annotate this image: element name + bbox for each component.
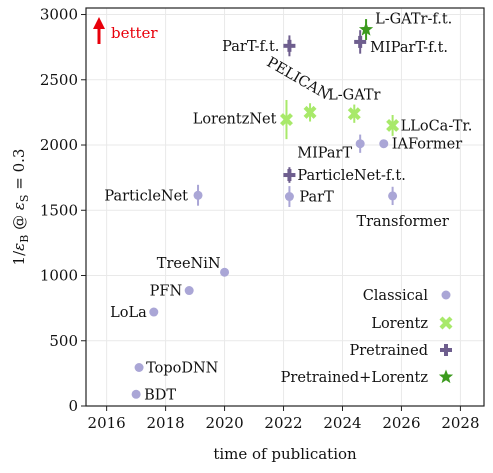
label-pfn: PFN — [150, 284, 183, 300]
label-l-gatr: L-GATr — [328, 88, 380, 104]
y-tick-label: 1000 — [40, 267, 78, 285]
marker-classical — [131, 389, 141, 399]
point-particlenet — [193, 184, 203, 206]
label-transformer: Transformer — [356, 214, 448, 230]
y-tick-label: 500 — [49, 332, 78, 350]
marker-lorentz — [386, 118, 400, 132]
marker-pretrained_lorentz — [358, 22, 374, 36]
axis-ticks: 2016 2018 2020 2022 2024 2026 2028 0 500 1000 1500… — [40, 6, 480, 432]
x-tick-label: 2016 — [88, 414, 126, 432]
marker-classical — [134, 363, 144, 373]
point-lorentznet — [279, 99, 293, 140]
label-topodnn: TopoDNN — [146, 361, 219, 377]
legend-label: Pretrained — [349, 343, 428, 359]
plot-frame — [85, 7, 485, 407]
point-part-f-t — [283, 35, 296, 57]
marker-pretrained — [283, 39, 296, 52]
point-treenin — [220, 267, 230, 277]
marker-classical — [184, 286, 194, 296]
legend-item-pretrained: Pretrained — [349, 343, 452, 359]
marker-classical — [193, 190, 203, 200]
marker-pretrained — [283, 169, 296, 182]
label-part-f-t: ParT-f.t. — [222, 39, 279, 55]
point-transformer — [388, 186, 398, 206]
label-particlenet: ParticleNet — [104, 188, 188, 204]
y-axis-title: 1/εB @ εS = 0.3 — [10, 149, 31, 266]
x-tick-label: 2028 — [441, 414, 479, 432]
y-tick-label: 2000 — [40, 136, 78, 154]
marker-pretrained — [354, 35, 367, 48]
marker-classical — [388, 191, 398, 201]
y-tick-label: 0 — [68, 397, 78, 415]
label-mipart: MIParT — [297, 146, 352, 162]
y-tick-label: 3000 — [40, 6, 78, 24]
label-lloca-tr: LLoCa-Tr. — [401, 118, 473, 134]
data-points — [131, 19, 400, 399]
label-lola: LoLa — [110, 305, 147, 321]
legend-item-classical: Classical — [363, 288, 451, 304]
marker-classical — [220, 267, 230, 277]
point-topodnn — [134, 363, 144, 373]
grid — [86, 8, 484, 407]
better-arrow-head — [93, 17, 105, 29]
legend-marker-classical — [441, 290, 451, 300]
point-part — [284, 186, 294, 207]
legend-item-lorentz: Lorentz — [371, 316, 453, 332]
label-mipart-f-t: MIParT-f.t. — [370, 40, 448, 56]
better-annotation: better — [93, 17, 158, 44]
legend-label: Pretrained+Lorentz — [281, 370, 429, 386]
label-bdt: BDT — [144, 387, 176, 403]
label-iaformer: IAFormer — [392, 137, 462, 153]
point-particlenet-f-t — [283, 167, 296, 183]
marker-classical — [284, 192, 294, 202]
marker-lorentz — [303, 105, 317, 119]
point-l-gatr-f-t — [358, 19, 374, 40]
point-bdt — [131, 389, 141, 399]
legend-label: Lorentz — [371, 316, 428, 332]
label-l-gatr-f-t: L-GATr-f.t. — [375, 12, 452, 28]
legend-marker-pretrained_lorentz — [438, 369, 454, 384]
point-lloca-tr — [386, 115, 400, 136]
legend-marker-lorentz — [439, 316, 453, 330]
point-iaformer — [379, 139, 389, 149]
point-pelican — [303, 103, 317, 122]
marker-lorentz — [347, 107, 361, 121]
x-tick-label: 2024 — [323, 414, 361, 432]
legend-label: Classical — [363, 288, 429, 304]
marker-classical — [355, 139, 365, 149]
label-pelican: PELICAN — [264, 55, 333, 104]
label-treenin: TreeNiN — [157, 256, 221, 272]
label-particlenet-f-t: ParticleNet-f.t. — [297, 168, 405, 184]
y-tick-label: 1500 — [40, 201, 78, 219]
x-tick-label: 2022 — [264, 414, 302, 432]
point-pfn — [184, 286, 194, 296]
label-part: ParT — [299, 190, 334, 206]
label-lorentznet: LorentzNet — [193, 112, 277, 128]
y-tick-label: 2500 — [40, 71, 78, 89]
point-l-gatr — [347, 104, 361, 123]
legend-item-pretrained_lorentz: Pretrained+Lorentz — [281, 369, 454, 386]
x-axis-title: time of publication — [213, 445, 357, 463]
marker-classical — [149, 307, 159, 317]
marker-lorentz — [279, 113, 293, 127]
marker-classical — [379, 139, 389, 149]
point-lola — [149, 307, 159, 317]
better-label: better — [111, 24, 158, 42]
legend-marker-pretrained — [440, 344, 452, 356]
x-tick-label: 2018 — [147, 414, 185, 432]
legend: Classical Lorentz Pretrained Pretrained+Lor… — [281, 288, 454, 386]
point-mipart-f-t — [354, 30, 367, 54]
x-tick-label: 2020 — [205, 414, 243, 432]
point-mipart — [355, 134, 365, 153]
x-tick-label: 2026 — [382, 414, 420, 432]
